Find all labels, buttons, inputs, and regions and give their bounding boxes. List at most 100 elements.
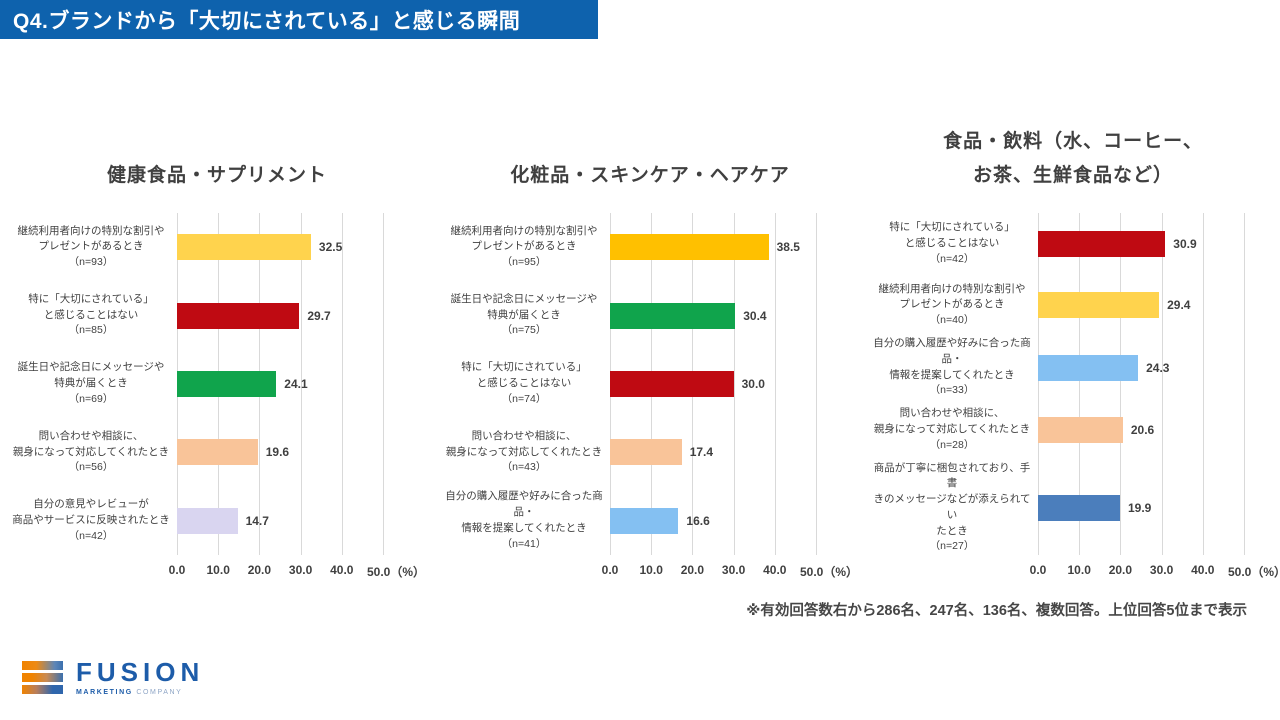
bar-label-line: 商品やサービスに反映されたとき [12,513,170,526]
logo-bar-middle [22,673,63,682]
bar-label-line: 情報を提案してくれたとき [889,368,1015,381]
bar-label-line: 継続利用者向けの特別な割引や [450,224,598,237]
bar-value: 30.0 [741,377,765,392]
gridline [1120,213,1122,555]
x-axis: 0.0 10.0 20.0 30.0 40.0 50.0（%） [866,561,1280,583]
bar [177,371,277,398]
gridline [300,213,302,555]
x-axis: 0.0 10.0 20.0 30.0 40.0 50.0（%） [438,561,862,583]
axis-tick: 20.0 [1108,563,1133,577]
axis-tick: 20.0 [680,563,705,577]
bar-label-line: （n=28） [929,438,975,451]
bar-label-line: （n=95） [501,256,547,269]
bar-row: 問い合わせや相談に、 親身になって対応してくれたとき （n=56） 19.6 [5,418,429,486]
plot-area: 継続利用者向けの特別な割引や プレゼントがあるとき （n=93） 32.5 特に「大切に… [5,213,429,555]
bar-track: 17.4 [610,439,862,466]
bar-label: 問い合わせや相談に、親身になって対応してくれたとき （n=56） [5,429,177,476]
bar-label: 継続利用者向けの特別な割引や プレゼントがあるとき （n=40） [866,282,1038,329]
axis-tick: 10.0 [1067,563,1091,577]
chart-title-line: お茶、生鮮食品など） [972,165,1173,187]
bar-row: 自分の購入履歴や好みに合った商 品・ 情報を提案してくれたとき （n=33） 24.3 [866,336,1280,399]
logo-bar-top [22,661,63,670]
axis-tick: 0.0 [168,563,186,577]
bar [610,439,682,466]
bar-label-line: （n=40） [929,314,975,327]
bar-label-line: （n=56） [68,461,114,474]
bar-track: 38.5 [610,234,862,261]
gridline [1161,213,1163,555]
bar-row: 問い合わせや相談に、 親身になって対応してくれたとき （n=43） 17.4 [438,418,862,486]
bar-track: 32.5 [177,234,429,261]
bar-label-line: と感じることはない [43,308,139,321]
bar-label-line: （n=41） [501,537,547,550]
chart-panel: 健康食品・サプリメント 継続利用者向けの特別な割引や プレゼントがあるとき （n=93… [5,120,429,608]
question-banner: Q4.ブランドから「大切にされている」と感じる瞬間 [0,0,598,39]
bar-track: 29.7 [177,302,429,329]
bar-label-line: と感じることはない [476,377,572,390]
bar-label-line: プレゼントがあるとき [471,240,577,253]
bar-label-line: （n=43） [501,461,547,474]
bar [610,371,734,398]
bar-label-line: きのメッセージなどが添えられてい [873,493,1031,521]
bar-label: 問い合わせや相談に、 親身になって対応してくれたとき （n=28） [866,406,1038,453]
logo-tagline: MARKETING COMPANY [76,689,204,696]
logo-tagline-company: COMPANY [136,689,183,696]
plot-area: 継続利用者向けの特別な割引や プレゼントがあるとき （n=95） 38.5 誕生日や記念… [438,213,862,555]
axis-tick: 30.0 [288,563,313,577]
bar-row: 誕生日や記念日にメッセージや 特典が届くとき （n=75） 30.4 [438,281,862,349]
bar-track: 20.6 [1038,416,1280,443]
bar-label-line: 特に「大切にされている」 [461,361,587,374]
bar-label-line: （n=93） [68,256,114,269]
bar [177,439,258,466]
bar-label-line: 自分の購入履歴や好みに合った商 [445,490,603,503]
gridline [383,213,384,555]
gridline [1079,213,1081,555]
bar-label-line: 誕生日や記念日にメッセージや [450,292,598,305]
axis-tick: 50.0（%） [1227,565,1280,579]
bar-label: 誕生日や記念日にメッセージや 特典が届くとき （n=75） [438,292,610,339]
bar-label-line: 親身になって対応してくれたとき [445,445,603,458]
bar-label: 商品が丁寧に梱包されており、手書 きのメッセージなどが添えられてい たとき （n=27… [866,461,1038,556]
chart-title-line: 化粧品・スキンケア・ヘアケア [510,165,790,187]
bar-row: 継続利用者向けの特別な割引や プレゼントがあるとき （n=93） 32.5 [5,213,429,281]
bar-value: 32.5 [318,240,343,255]
bar-label: 問い合わせや相談に、 親身になって対応してくれたとき （n=43） [438,429,610,476]
bar-track: 30.4 [610,302,862,329]
x-axis: 0.0 10.0 20.0 30.0 40.0 50.0（%） [5,561,429,583]
bar-label-line: 誕生日や記念日にメッセージや [17,361,165,374]
bar-value: 14.7 [245,513,269,528]
chart-panel: 化粧品・スキンケア・ヘアケア継続利用者向けの特別な割引や プレゼントがあるとき （n… [438,120,862,608]
bar-label-line: （n=27） [929,540,975,553]
bar [1038,494,1120,521]
bar-label: 特に「大切にされている」 と感じることはない （n=74） [438,360,610,407]
gridline [816,213,817,555]
chart-title: 化粧品・スキンケア・ヘアケア [438,120,862,213]
bar-row: 特に「大切にされている」 と感じることはない （n=42） 30.9 [866,213,1280,275]
bar-value: 30.4 [743,308,767,323]
chart-title-line: 食品・飲料（水、コーヒー、 [943,130,1203,152]
bar-label: 自分の購入履歴や好みに合った商 品・ 情報を提案してくれたとき （n=33） [866,336,1038,399]
bar-label: 継続利用者向けの特別な割引や プレゼントがあるとき （n=95） [438,224,610,271]
bar-label-line: （n=42） [929,252,975,265]
bar-label: 自分の購入履歴や好みに合った商 品・ 情報を提案してくれたとき （n=41） [438,489,610,552]
bar-rows: 継続利用者向けの特別な割引や プレゼントがあるとき （n=93） 32.5 特に「大切に… [5,213,429,555]
bar-label-line: 親身になって対応してくれたとき [12,445,170,458]
bar [610,507,679,534]
bar-row: 問い合わせや相談に、 親身になって対応してくれたとき （n=28） 20.6 [866,399,1280,461]
bar-value: 38.5 [776,240,800,255]
gridline [1244,213,1245,555]
bar-value: 29.7 [307,308,331,323]
logo-wordmark: FUSION [76,657,205,687]
axis-tick: 50.0（%） [799,565,859,579]
bar-label-line: 特典が届くとき [487,308,561,321]
bar-label: 継続利用者向けの特別な割引や プレゼントがあるとき （n=93） [5,224,177,271]
axis-tick: 20.0 [247,563,272,577]
axis-tick: 40.0 [330,563,354,577]
chart-title: 健康食品・サプリメント [5,120,429,213]
bar-label-line: 親身になって対応してくれたとき [873,422,1031,435]
bar-track: 29.4 [1038,292,1280,319]
bar-label-line: 特典が届くとき [54,377,128,390]
bar-row: 継続利用者向けの特別な割引や プレゼントがあるとき （n=95） 38.5 [438,213,862,281]
bar-track: 24.3 [1038,354,1280,381]
bar-label-line: 問い合わせや相談に、 [38,429,144,442]
